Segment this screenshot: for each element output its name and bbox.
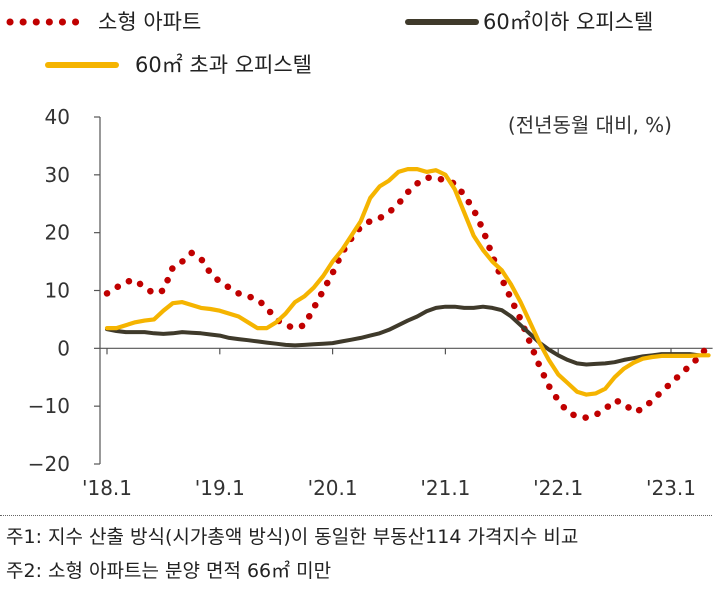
legend-label-officetel-small: 60㎡이하 오피스텔 (483, 10, 653, 34)
x-tick-label: '23.1 (646, 476, 696, 500)
x-tick-label: '22.1 (533, 476, 583, 500)
footnote-1: 주1: 지수 산출 방식(시가총액 방식)이 동일한 부동산114 가격지수 비… (6, 526, 579, 548)
x-tick-label: '19.1 (195, 476, 245, 500)
series-lines (103, 167, 712, 421)
line-chart: 소형 아파트 60㎡이하 오피스텔 60㎡ 초과 오피스텔 (전년동월 대비, … (6, 10, 713, 500)
y-tick-label: 0 (57, 336, 70, 360)
series-line-0 (103, 174, 712, 421)
x-tick-label: '20.1 (308, 476, 358, 500)
legend: 소형 아파트 60㎡이하 오피스텔 60㎡ 초과 오피스텔 (6, 10, 653, 77)
y-tick-label: 20 (45, 221, 70, 245)
y-tick-label: −10 (28, 394, 70, 418)
unit-label: (전년동월 대비, %) (508, 113, 672, 137)
series-line-2 (104, 167, 711, 397)
x-tick-label: '21.1 (420, 476, 470, 500)
y-tick-label: −20 (28, 452, 70, 476)
legend-label-small-apartment: 소형 아파트 (98, 10, 201, 34)
x-tick-label: '18.1 (82, 476, 132, 500)
y-tick-label: 10 (45, 279, 70, 303)
legend-label-officetel-large: 60㎡ 초과 오피스텔 (135, 53, 312, 77)
footnote-2: 주2: 소형 아파트는 분양 면적 66㎡ 미만 (6, 560, 332, 582)
series-line-1 (105, 304, 702, 367)
y-tick-label: 30 (45, 163, 70, 187)
axes: −20 −10 0 10 20 30 40 '18.1 '19.1 '20.1 '21.1 '22.1… (28, 105, 713, 500)
notes-divider (0, 515, 712, 516)
y-tick-label: 40 (45, 105, 70, 129)
